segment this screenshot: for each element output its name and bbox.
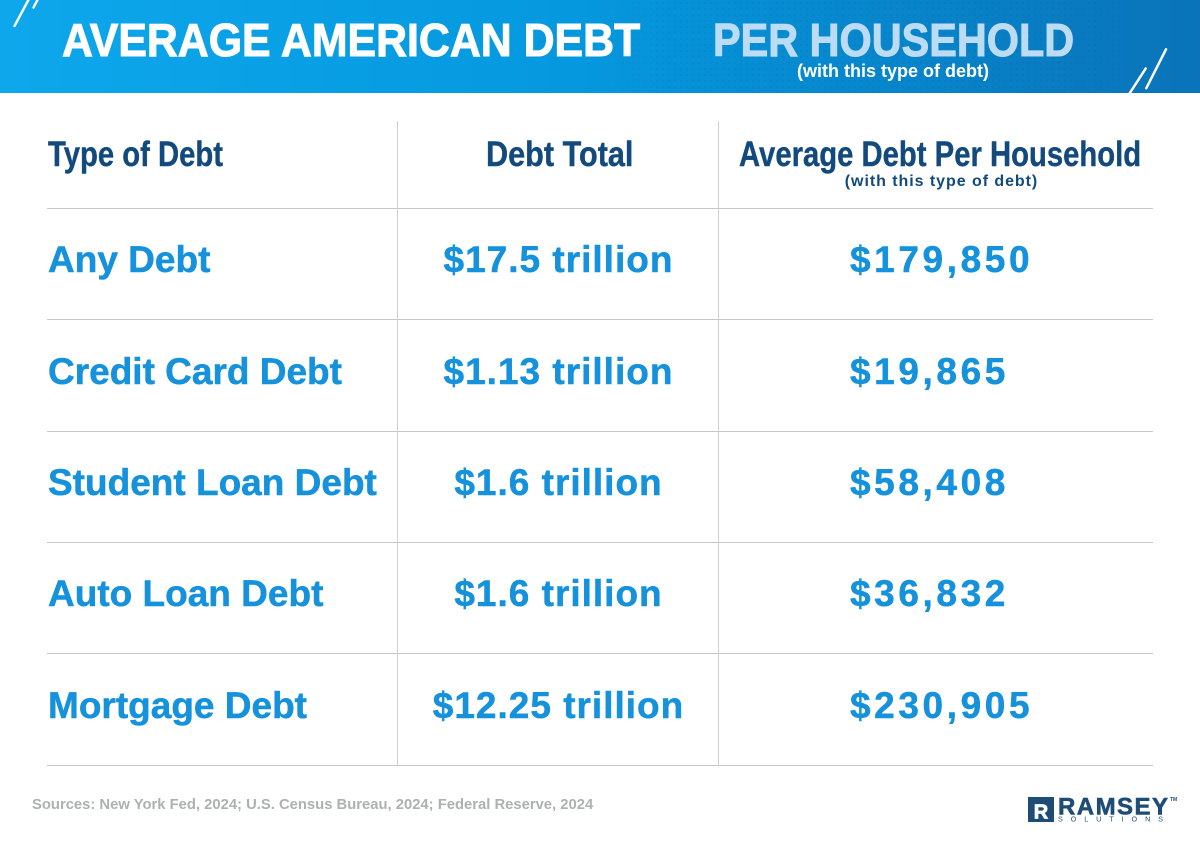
- svg-text:TM: TM: [1170, 797, 1177, 803]
- svg-text:RAMSEY: RAMSEY: [1058, 794, 1168, 821]
- svg-text:R: R: [1034, 802, 1049, 824]
- svg-text:SOLUTIONS: SOLUTIONS: [1058, 815, 1163, 824]
